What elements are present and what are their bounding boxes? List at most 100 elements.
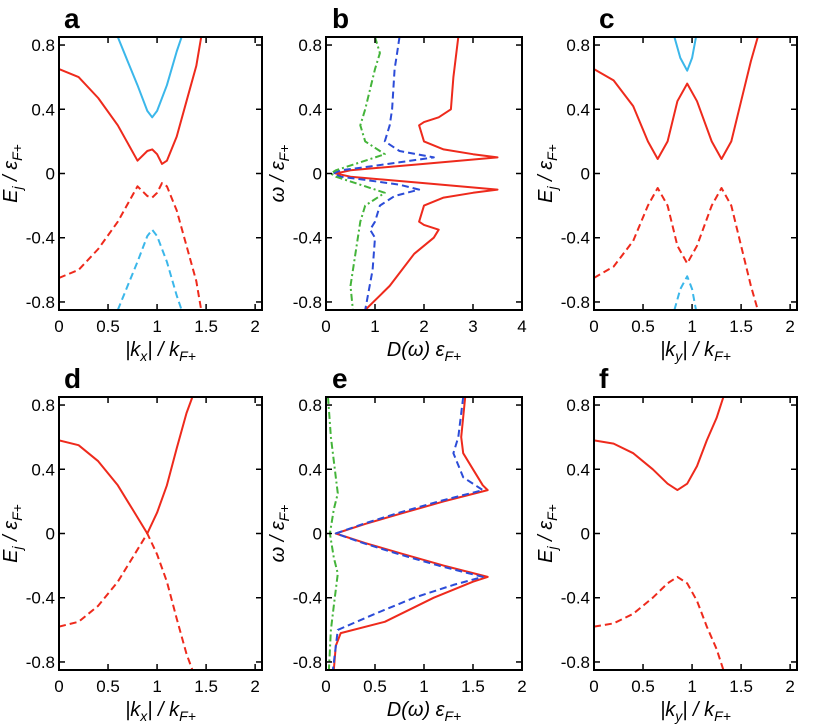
y-tick-label-c: -0.4 <box>561 229 590 248</box>
y-tick-label-e: 0 <box>313 525 322 544</box>
x-tick-label-a: 0 <box>54 317 63 336</box>
y-tick-label-b: 0.4 <box>298 100 322 119</box>
series-line-d-E+-0 <box>59 397 194 535</box>
series-line-d-E--1 <box>59 532 194 670</box>
x-axis-label-a: |kx| / kF+ <box>125 339 196 364</box>
x-axis-label-f: |ky| / kF+ <box>660 699 731 724</box>
panel-label-e: e <box>332 363 348 394</box>
x-tick-label-e: 1 <box>419 677 428 696</box>
x-tick-label-c: 0 <box>589 317 598 336</box>
x-tick-label-e: 1.5 <box>461 677 485 696</box>
y-tick-label-a: 0.8 <box>31 36 55 55</box>
panel-label-f: f <box>599 363 609 394</box>
x-tick-label-d: 0 <box>54 677 63 696</box>
y-tick-label-d: 0.4 <box>31 460 55 479</box>
x-axis-label-e: D(ω) εF+ <box>387 699 461 724</box>
x-axis-label-c: |ky| / kF+ <box>660 339 731 364</box>
panel-label-c: c <box>599 3 615 34</box>
series-line-b-total-0 <box>334 37 499 310</box>
panel-d: 0 0.5 1 1.5 2 0.8 0.4 0 -0.4 -0.8 |kx| / kF+ Ej / ε… <box>0 363 263 724</box>
series-line-c-E2+-2 <box>673 37 697 72</box>
series-line-b-green-2 <box>329 37 386 310</box>
y-tick-label-f: 0 <box>581 525 590 544</box>
series-line-f-E+-0 <box>594 397 725 492</box>
x-tick-label-f: 2 <box>785 677 794 696</box>
series-line-c-E1--1 <box>594 187 759 310</box>
panel-f: 0 0.5 1 1.5 2 0.8 0.4 0 -0.4 -0.8 |ky| / kF+ Ej / ε… <box>535 363 798 724</box>
x-tick-label-d: 2 <box>250 677 259 696</box>
panel-c: 0 0.5 1 1.5 2 0.8 0.4 0 -0.4 -0.8 |ky| / kF+ Ej / ε… <box>535 3 798 364</box>
series-line-c-E1+-0 <box>594 37 759 160</box>
panel-a: 0 0.5 1 1.5 2 0.8 0.4 0 -0.4 -0.8 |kx| / kF+ Ej / ε… <box>0 3 263 364</box>
y-tick-label-f: 0.4 <box>566 460 590 479</box>
plot-frame-a <box>58 36 263 311</box>
x-tick-label-c: 1.5 <box>729 317 753 336</box>
series-line-a-E1--1 <box>59 182 203 310</box>
series-line-a-E2--3 <box>116 228 183 310</box>
x-tick-label-d: 1 <box>152 677 161 696</box>
x-tick-label-a: 0.5 <box>96 317 120 336</box>
y-tick-label-a: 0.4 <box>31 100 55 119</box>
x-tick-label-c: 2 <box>785 317 794 336</box>
y-tick-label-a: -0.8 <box>26 293 55 312</box>
x-tick-label-e: 0.5 <box>363 677 387 696</box>
x-tick-label-c: 0.5 <box>631 317 655 336</box>
series-line-a-E2+-2 <box>116 37 183 119</box>
y-tick-label-e: -0.4 <box>293 589 322 608</box>
y-tick-label-a: -0.4 <box>26 229 55 248</box>
y-tick-label-c: 0 <box>581 165 590 184</box>
y-tick-label-d: 0 <box>46 525 55 544</box>
x-axis-label-b: D(ω) εF+ <box>387 339 461 364</box>
y-tick-label-f: 0.8 <box>566 396 590 415</box>
x-tick-label-d: 0.5 <box>96 677 120 696</box>
y-tick-label-b: 0.8 <box>298 36 322 55</box>
x-tick-label-a: 1.5 <box>194 317 218 336</box>
panel-label-b: b <box>332 3 349 34</box>
series-line-a-E1+-0 <box>59 37 203 165</box>
series-line-b-blue-1 <box>332 37 435 310</box>
x-tick-label-f: 0.5 <box>631 677 655 696</box>
y-tick-label-b: -0.8 <box>293 293 322 312</box>
x-tick-label-b: 1 <box>370 317 379 336</box>
y-tick-label-c: 0.8 <box>566 36 590 55</box>
y-tick-label-a: 0 <box>46 165 55 184</box>
plot-frame-c <box>593 36 798 311</box>
y-tick-label-c: 0.4 <box>566 100 590 119</box>
y-tick-label-b: -0.4 <box>293 229 322 248</box>
y-tick-label-e: 0.4 <box>298 460 322 479</box>
x-tick-label-f: 1.5 <box>729 677 753 696</box>
series-line-e-total-0 <box>332 397 489 670</box>
x-tick-label-b: 4 <box>517 317 526 336</box>
panel-label-d: d <box>64 363 81 394</box>
x-tick-label-c: 1 <box>687 317 696 336</box>
y-axis-label-f: Ej / εF+ <box>535 504 560 563</box>
x-tick-label-a: 1 <box>152 317 161 336</box>
y-axis-label-e: ω / εF+ <box>267 505 292 563</box>
y-tick-label-f: -0.4 <box>561 589 590 608</box>
y-tick-label-e: 0.8 <box>298 396 322 415</box>
y-axis-label-b: ω / εF+ <box>267 145 292 203</box>
y-axis-label-a: Ej / εF+ <box>0 144 25 203</box>
y-axis-label-d: Ej / εF+ <box>0 504 25 563</box>
series-line-c-E2--3 <box>673 275 697 310</box>
x-tick-label-a: 2 <box>250 317 259 336</box>
panel-e: 0 0.5 1 1.5 2 0.8 0.4 0 -0.4 -0.8 D(ω) εF+ ω / εF+ e <box>267 363 527 724</box>
y-tick-label-b: 0 <box>313 165 322 184</box>
y-tick-label-d: -0.8 <box>26 653 55 672</box>
x-tick-label-f: 1 <box>687 677 696 696</box>
x-tick-label-b: 3 <box>468 317 477 336</box>
plot-frame-f <box>593 396 798 671</box>
panel-label-a: a <box>64 3 80 34</box>
series-line-e-blue-1 <box>331 397 484 670</box>
y-tick-label-e: -0.8 <box>293 653 322 672</box>
x-axis-label-d: |kx| / kF+ <box>125 699 196 724</box>
y-tick-label-f: -0.8 <box>561 653 590 672</box>
series-line-f-E--1 <box>594 575 725 670</box>
y-tick-label-d: -0.4 <box>26 589 55 608</box>
x-tick-label-b: 2 <box>419 317 428 336</box>
plot-frame-b <box>325 36 523 311</box>
y-tick-label-d: 0.8 <box>31 396 55 415</box>
y-axis-label-c: Ej / εF+ <box>535 144 560 203</box>
x-tick-label-e: 2 <box>517 677 526 696</box>
